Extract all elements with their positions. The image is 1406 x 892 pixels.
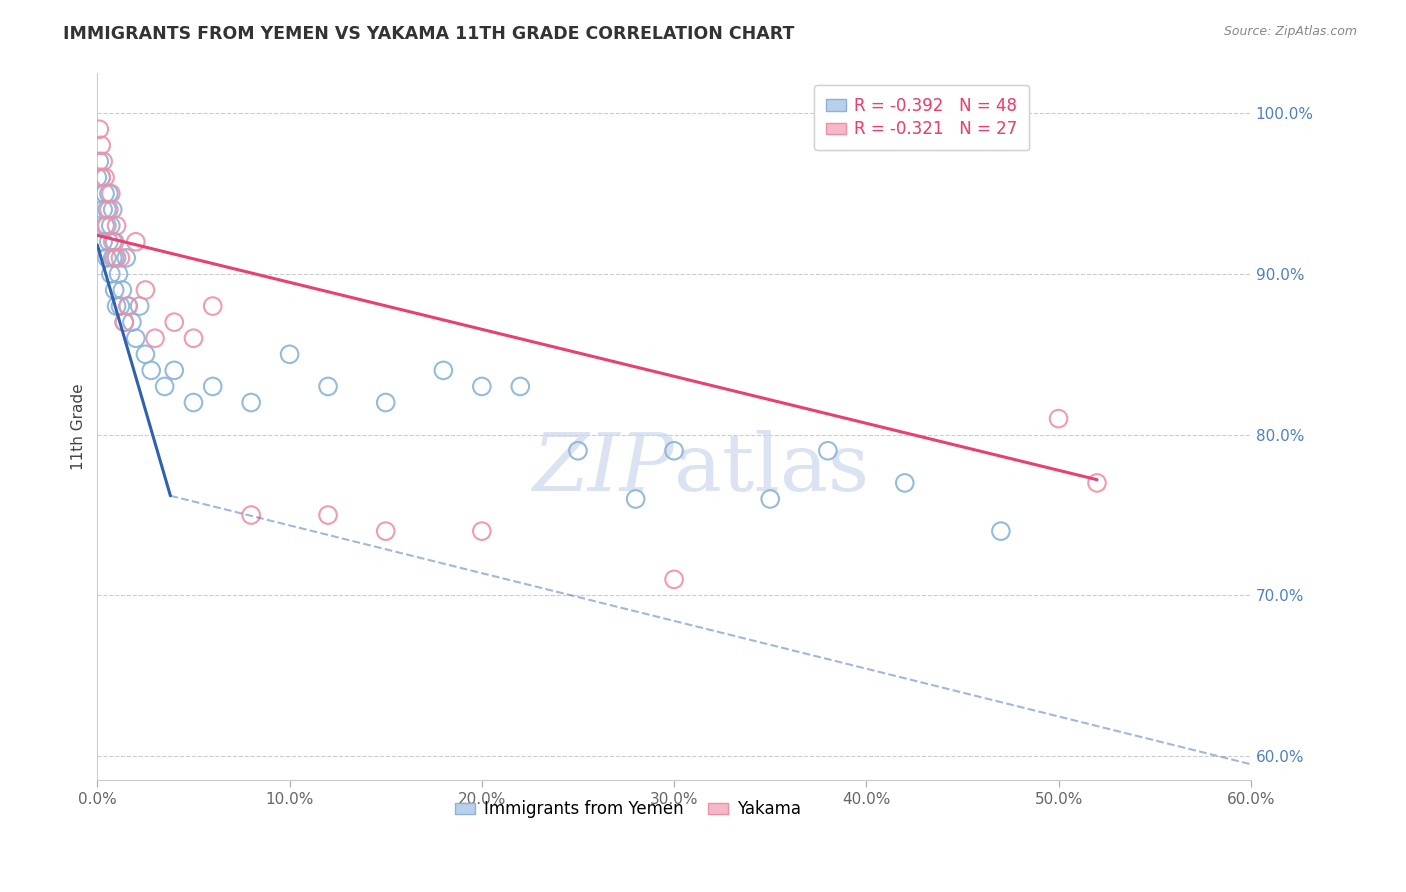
Point bbox=[128, 299, 150, 313]
Point bbox=[143, 331, 166, 345]
Point bbox=[125, 331, 148, 345]
Text: IMMIGRANTS FROM YEMEN VS YAKAMA 11TH GRADE CORRELATION CHART: IMMIGRANTS FROM YEMEN VS YAKAMA 11TH GRA… bbox=[63, 25, 794, 43]
Point bbox=[201, 379, 224, 393]
Point bbox=[115, 251, 138, 265]
Point bbox=[104, 283, 127, 297]
Point bbox=[662, 443, 685, 458]
Point bbox=[101, 251, 124, 265]
Point bbox=[104, 251, 127, 265]
Point bbox=[134, 347, 156, 361]
Point bbox=[100, 219, 122, 233]
Point bbox=[91, 154, 114, 169]
Point bbox=[111, 283, 134, 297]
Point bbox=[1047, 411, 1070, 425]
Point bbox=[110, 299, 132, 313]
Text: ZIP: ZIP bbox=[533, 430, 673, 508]
Point bbox=[97, 186, 120, 201]
Point bbox=[163, 363, 186, 377]
Point bbox=[759, 491, 782, 506]
Point bbox=[240, 508, 263, 522]
Point bbox=[89, 122, 111, 136]
Point bbox=[105, 251, 128, 265]
Point bbox=[94, 170, 117, 185]
Point bbox=[374, 524, 396, 538]
Point bbox=[96, 251, 118, 265]
Point bbox=[432, 363, 454, 377]
Point bbox=[105, 299, 128, 313]
Point bbox=[1085, 475, 1108, 490]
Point bbox=[990, 524, 1012, 538]
Point bbox=[96, 219, 118, 233]
Point bbox=[117, 299, 139, 313]
Point bbox=[97, 202, 120, 217]
Point bbox=[894, 475, 917, 490]
Point bbox=[141, 363, 163, 377]
Point bbox=[112, 315, 135, 329]
Point bbox=[183, 395, 205, 409]
Point bbox=[91, 235, 114, 249]
Point bbox=[117, 299, 139, 313]
Point bbox=[91, 202, 114, 217]
Point bbox=[94, 219, 117, 233]
Point bbox=[100, 267, 122, 281]
Point bbox=[121, 315, 143, 329]
Point bbox=[90, 170, 112, 185]
Point bbox=[316, 379, 339, 393]
Y-axis label: 11th Grade: 11th Grade bbox=[72, 384, 86, 470]
Point bbox=[567, 443, 589, 458]
Point bbox=[240, 395, 263, 409]
Point bbox=[90, 138, 112, 153]
Point bbox=[201, 299, 224, 313]
Point bbox=[278, 347, 301, 361]
Text: atlas: atlas bbox=[673, 430, 869, 508]
Point bbox=[134, 283, 156, 297]
Point bbox=[101, 235, 124, 249]
Point bbox=[509, 379, 531, 393]
Point bbox=[624, 491, 647, 506]
Point bbox=[112, 315, 135, 329]
Point bbox=[374, 395, 396, 409]
Point bbox=[662, 573, 685, 587]
Point bbox=[96, 202, 118, 217]
Point bbox=[817, 443, 839, 458]
Point bbox=[107, 267, 129, 281]
Point bbox=[110, 251, 132, 265]
Point bbox=[97, 235, 120, 249]
Point bbox=[471, 524, 494, 538]
Point bbox=[101, 202, 124, 217]
Point bbox=[104, 235, 127, 249]
Point bbox=[471, 379, 494, 393]
Point bbox=[89, 154, 111, 169]
Point bbox=[100, 186, 122, 201]
Point bbox=[90, 170, 112, 185]
Point bbox=[105, 219, 128, 233]
Point bbox=[163, 315, 186, 329]
Point bbox=[153, 379, 176, 393]
Text: Source: ZipAtlas.com: Source: ZipAtlas.com bbox=[1223, 25, 1357, 38]
Legend: Immigrants from Yemen, Yakama: Immigrants from Yemen, Yakama bbox=[449, 794, 807, 825]
Point bbox=[183, 331, 205, 345]
Point bbox=[86, 170, 108, 185]
Point bbox=[125, 235, 148, 249]
Point bbox=[94, 186, 117, 201]
Point bbox=[316, 508, 339, 522]
